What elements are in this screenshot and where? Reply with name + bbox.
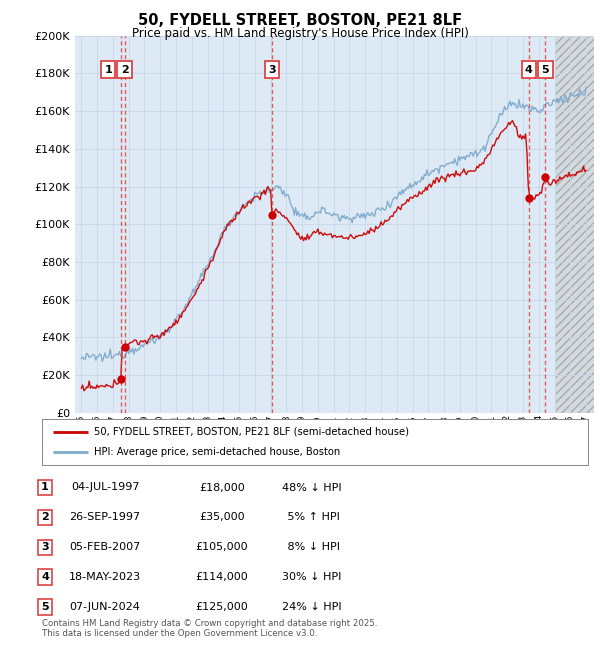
Text: 26-SEP-1997: 26-SEP-1997 [70,512,140,523]
Text: 50, FYDELL STREET, BOSTON, PE21 8LF (semi-detached house): 50, FYDELL STREET, BOSTON, PE21 8LF (sem… [94,426,409,437]
Text: 1: 1 [104,65,112,75]
Text: 5: 5 [41,602,49,612]
Text: £105,000: £105,000 [196,542,248,552]
Text: 2: 2 [121,65,128,75]
Text: Price paid vs. HM Land Registry's House Price Index (HPI): Price paid vs. HM Land Registry's House … [131,27,469,40]
Bar [554,36,594,413]
Text: 48% ↓ HPI: 48% ↓ HPI [282,482,342,493]
Text: 05-FEB-2007: 05-FEB-2007 [70,542,140,552]
Text: HPI: Average price, semi-detached house, Boston: HPI: Average price, semi-detached house,… [94,447,340,458]
Text: 3: 3 [41,542,49,552]
Text: 07-JUN-2024: 07-JUN-2024 [70,602,140,612]
Text: 04-JUL-1997: 04-JUL-1997 [71,482,139,493]
Text: 4: 4 [41,572,49,582]
Text: £35,000: £35,000 [199,512,245,523]
Text: 24% ↓ HPI: 24% ↓ HPI [282,602,342,612]
Text: 50, FYDELL STREET, BOSTON, PE21 8LF: 50, FYDELL STREET, BOSTON, PE21 8LF [138,13,462,28]
Text: £125,000: £125,000 [196,602,248,612]
Text: 18-MAY-2023: 18-MAY-2023 [69,572,141,582]
Text: 8% ↓ HPI: 8% ↓ HPI [284,542,340,552]
Text: 3: 3 [268,65,275,75]
Text: Contains HM Land Registry data © Crown copyright and database right 2025.
This d: Contains HM Land Registry data © Crown c… [42,619,377,638]
Text: 5% ↑ HPI: 5% ↑ HPI [284,512,340,523]
Text: 30% ↓ HPI: 30% ↓ HPI [283,572,341,582]
Text: 5: 5 [542,65,549,75]
Text: £114,000: £114,000 [196,572,248,582]
Text: £18,000: £18,000 [199,482,245,493]
Bar [554,36,594,413]
Text: 4: 4 [525,65,533,75]
Text: 2: 2 [41,512,49,523]
Text: 1: 1 [41,482,49,493]
